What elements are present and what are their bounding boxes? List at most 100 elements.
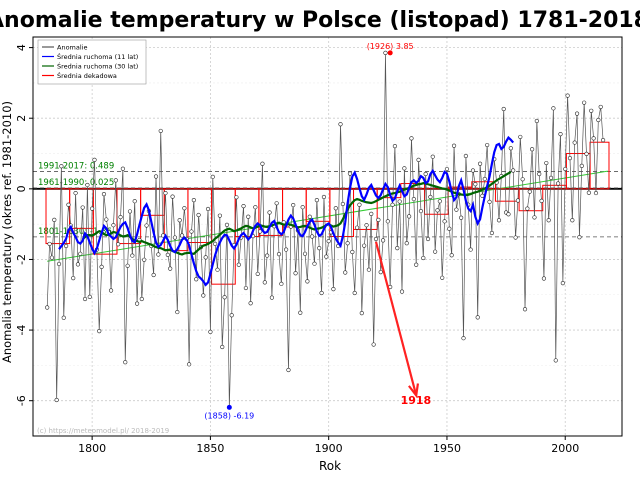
anomaly-point <box>373 236 379 242</box>
anomaly-point <box>64 243 69 249</box>
anomaly-point <box>378 270 383 275</box>
anomaly-point <box>459 215 464 220</box>
anomaly-point <box>343 270 348 275</box>
min-value-marker <box>226 404 232 410</box>
anomaly-point <box>47 241 52 247</box>
x-tick-label: 1950 <box>433 442 461 455</box>
anomaly-point <box>99 264 104 269</box>
anomaly-point <box>546 218 551 223</box>
anomaly-point <box>163 190 168 196</box>
anomaly-point <box>572 140 577 145</box>
anomaly-point <box>385 219 390 224</box>
anomaly-point <box>404 241 409 246</box>
decade-mean-bar <box>353 188 378 230</box>
anomaly-point <box>66 202 71 207</box>
anomaly-point <box>518 134 523 140</box>
anomaly-point <box>534 118 539 124</box>
anomaly-point <box>570 218 575 223</box>
anomaly-point <box>345 241 350 246</box>
anomaly-point <box>300 205 305 210</box>
anomaly-point <box>527 189 532 194</box>
anomaly-point <box>85 182 90 188</box>
anomaly-point <box>532 215 537 220</box>
chart-title: Anomalie temperatury w Polsce (listopad)… <box>0 8 640 33</box>
anomaly-point <box>127 209 133 214</box>
anomaly-point <box>108 288 114 293</box>
anomaly-point <box>333 206 338 211</box>
anomaly-point <box>49 255 55 260</box>
anomaly-point <box>399 289 405 294</box>
anomaly-point <box>397 199 402 204</box>
anomaly-point <box>291 202 296 208</box>
anomaly-point <box>97 329 102 334</box>
anomaly-point <box>156 252 161 257</box>
anomaly-point <box>321 194 327 200</box>
anomaly-point <box>236 262 241 267</box>
anomaly-point <box>45 305 50 310</box>
highlight-year-label: 1918 <box>401 394 432 407</box>
anomaly-point <box>437 199 442 204</box>
anomaly-point <box>409 136 414 141</box>
anomaly-point <box>130 253 135 258</box>
x-tick-label: 1900 <box>315 442 343 455</box>
anomaly-point <box>222 295 227 300</box>
anomaly-point <box>78 251 83 256</box>
anomaly-point <box>567 156 573 161</box>
anomaly-point <box>196 212 201 218</box>
anomaly-point <box>574 111 580 116</box>
anomaly-point <box>591 136 596 141</box>
anomaly-point <box>305 279 310 284</box>
anomaly-point <box>513 235 518 240</box>
anomaly-point <box>440 275 445 280</box>
anomaly-point <box>551 106 556 111</box>
anomaly-point <box>139 296 144 302</box>
x-tick-label: 2000 <box>551 442 579 455</box>
anomaly-point <box>205 206 211 212</box>
legend-entry: Średnia dekadowa <box>57 71 117 80</box>
anomaly-point <box>191 198 196 203</box>
anomaly-point <box>473 182 478 187</box>
min-value-label: (1858) -6.19 <box>204 411 254 420</box>
anomaly-point <box>257 229 263 234</box>
anomaly-point <box>293 271 298 276</box>
anomaly-point <box>229 313 234 318</box>
anomaly-point <box>307 214 312 219</box>
anomaly-point <box>213 241 218 247</box>
anomaly-point <box>537 171 542 177</box>
anomaly-point <box>59 164 64 169</box>
anomaly-point <box>487 199 492 204</box>
anomaly-point <box>556 181 561 186</box>
anomaly-point <box>541 276 547 281</box>
anomaly-point <box>165 252 170 257</box>
anomaly-point <box>544 160 549 166</box>
anomaly-point <box>589 108 594 113</box>
anomaly-point <box>451 143 457 148</box>
anomaly-point <box>553 358 558 363</box>
anomaly-point <box>284 247 289 252</box>
anomaly-point <box>402 166 407 171</box>
anomaly-point <box>104 217 109 222</box>
anomaly-point <box>395 246 400 251</box>
anomaly-point <box>132 199 137 204</box>
anomaly-point <box>482 176 487 182</box>
anomaly-point <box>220 344 225 350</box>
anomaly-point <box>274 201 279 206</box>
anomaly-point <box>80 205 85 210</box>
anomaly-point <box>600 138 606 143</box>
anomaly-point <box>496 218 502 223</box>
anomaly-point <box>312 261 317 266</box>
anomaly-point <box>586 190 591 195</box>
anomaly-point <box>376 217 381 223</box>
anomaly-point <box>314 198 319 203</box>
anomaly-point <box>489 230 494 236</box>
anomaly-point <box>506 212 511 217</box>
anomaly-point <box>347 171 353 176</box>
legend-box <box>37 39 147 85</box>
anomaly-point <box>170 194 175 199</box>
anomaly-point <box>189 229 194 234</box>
anomaly-point <box>260 161 265 166</box>
anomaly-point <box>383 50 388 55</box>
